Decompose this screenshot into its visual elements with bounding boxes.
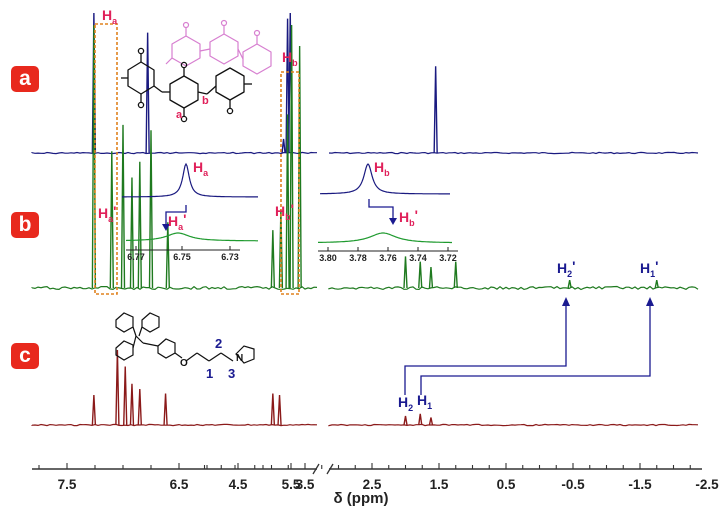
macrocycle-front-ring — [121, 47, 252, 123]
baseline-c-1 — [328, 423, 699, 427]
x-tick-label-9: -1.5 — [628, 477, 652, 492]
inset-label-ha-prime: Ha' — [168, 211, 186, 232]
inset-tick-label-1-3: 3.74 — [409, 253, 427, 263]
x-tick-label-6: 1.5 — [430, 477, 449, 492]
label-hb: Hb — [282, 49, 298, 68]
arrow-h1-prime — [646, 297, 654, 306]
chain-label-3: 3 — [228, 366, 235, 381]
baseline-c-0 — [31, 423, 318, 427]
x-axis: 7.5 6.5 5.5 4.5 3.5 2.5 1.5 0.5 -0.5 -1.5 -2.5 — [32, 463, 719, 492]
chain-label-1: 1 — [206, 366, 213, 381]
panel-badge-c: c — [11, 343, 39, 369]
peak-b-3 — [129, 177, 135, 289]
peak-b-16 — [567, 279, 572, 289]
label-h2-prime: H2' — [557, 258, 575, 279]
peak-c-8 — [403, 415, 408, 426]
label-h1-prime: H1' — [640, 258, 658, 279]
x-axis-label: δ (ppm) — [334, 490, 389, 507]
panel-badge-b: b — [11, 212, 39, 238]
x-tick-label-2: 5.5 — [282, 477, 301, 492]
peak-b-13 — [418, 261, 423, 289]
peak-b-11 — [297, 45, 302, 289]
peak-c-1 — [115, 349, 120, 426]
inset-tick-labels: 6.77 6.75 6.73 3.80 3.78 3.76 3.74 3.72 — [126, 246, 458, 263]
label-h1: H1 — [417, 392, 432, 411]
inset-tick-label-0-2: 6.73 — [221, 252, 239, 262]
baseline-a-0 — [31, 151, 317, 155]
macrocycle-back-ring — [165, 19, 272, 75]
peak-c-9 — [418, 413, 423, 426]
peak-b-2 — [120, 124, 126, 289]
panel-badge-a: a — [11, 66, 39, 92]
label-h2: H2 — [398, 394, 413, 413]
imidazole-n-label: N — [236, 353, 243, 364]
arrow-h2-prime — [562, 297, 570, 306]
x-tick-label-3: 4.5 — [229, 477, 248, 492]
peak-b-5 — [148, 130, 154, 289]
peak-b-7 — [270, 230, 276, 289]
x-tick-label-5: 2.5 — [363, 477, 382, 492]
inset-tick-label-0-1: 6.75 — [173, 252, 191, 262]
peak-b-4 — [137, 161, 142, 289]
x-tick-label-10: -2.5 — [695, 477, 719, 492]
axis-break-mark-1 — [312, 463, 320, 475]
bond-label-b: b — [202, 95, 209, 107]
peak-a-1 — [145, 32, 150, 154]
peak-b-1 — [109, 151, 114, 289]
chain-label-2: 2 — [215, 336, 222, 351]
peak-c-6 — [270, 393, 276, 426]
peak-a-5 — [433, 66, 438, 154]
inset-tick-label-1-1: 3.78 — [349, 253, 367, 263]
inset-tick-label-0-0: 6.77 — [127, 252, 145, 262]
peak-c-2 — [123, 366, 128, 426]
inset-label-hb: Hb — [374, 159, 390, 178]
x-tick-label-7: 0.5 — [497, 477, 516, 492]
peak-c-0 — [91, 394, 97, 426]
baseline-a-1 — [328, 151, 699, 155]
tpe-imidazole-structure — [115, 312, 255, 364]
inset-label-hb-prime: Hb' — [399, 207, 418, 228]
baseline-b-1 — [328, 285, 699, 291]
peak-c-3 — [129, 383, 135, 426]
inset-ha — [122, 162, 258, 242]
bond-label-a: a — [176, 109, 183, 121]
peak-c-5 — [163, 393, 168, 426]
x-tick-label-4: 3.5 — [296, 477, 315, 492]
spectra-traces — [31, 12, 699, 427]
x-tick-label-1: 6.5 — [170, 477, 189, 492]
label-ha-prime: Ha' — [98, 203, 116, 224]
x-tick-label-8: -0.5 — [561, 477, 585, 492]
x-tick-label-0: 7.5 — [58, 477, 77, 492]
baseline-b-0 — [31, 285, 318, 291]
peak-b-15 — [453, 261, 458, 289]
oxygen-label: O — [180, 358, 188, 369]
label-hb-prime: Hb' — [275, 201, 294, 222]
inset-tick-label-1-0: 3.80 — [319, 253, 337, 263]
axis-break-mark-2 — [326, 463, 334, 475]
highlight-box-ha — [94, 23, 118, 295]
peak-b-6 — [165, 222, 170, 289]
peak-b-12 — [403, 256, 408, 289]
inset-tick-label-1-2: 3.76 — [379, 253, 397, 263]
inset-label-ha: Ha — [193, 159, 209, 178]
peak-a-2 — [281, 138, 286, 154]
peak-c-10 — [428, 417, 434, 426]
inset-tick-label-1-4: 3.72 — [439, 253, 457, 263]
correlation-connectors — [404, 302, 651, 395]
inset-hb — [318, 163, 452, 244]
peak-c-7 — [277, 394, 282, 426]
label-ha: Ha — [102, 7, 118, 26]
peak-b-17 — [654, 279, 659, 289]
peak-b-9 — [285, 114, 290, 289]
peak-b-10 — [289, 24, 294, 289]
highlight-boxes — [94, 23, 300, 295]
macrocycle-structure: a b — [121, 19, 272, 123]
peak-c-4 — [137, 388, 142, 426]
peak-b-14 — [428, 266, 434, 289]
